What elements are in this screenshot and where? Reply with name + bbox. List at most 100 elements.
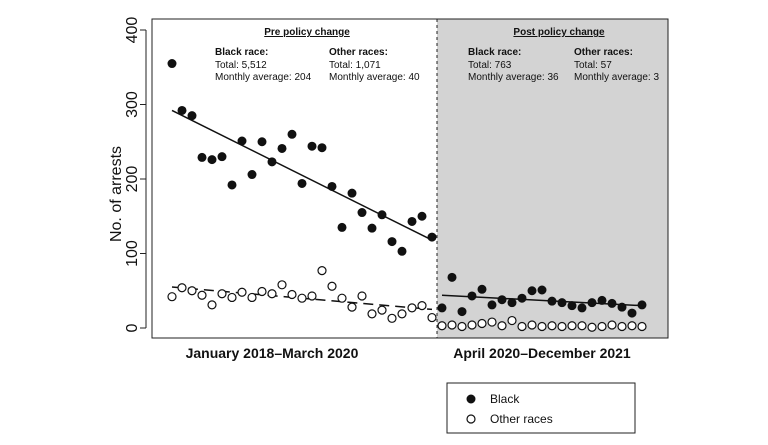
y-axis: 0 100 200 300 400	[124, 17, 147, 332]
point-other-races	[367, 309, 377, 319]
point-black	[537, 285, 547, 295]
point-black	[227, 180, 237, 190]
point-black	[217, 152, 227, 162]
post-other-total: Total: 57	[574, 60, 612, 71]
legend-label-other: Other races	[490, 412, 553, 426]
point-black	[187, 111, 197, 121]
point-other-races	[627, 321, 637, 331]
point-other-races	[357, 291, 367, 301]
point-other-races	[547, 321, 557, 331]
point-other-races	[207, 300, 217, 310]
point-black	[447, 272, 457, 282]
post-period-label: April 2020–December 2021	[453, 345, 631, 361]
point-other-races	[297, 293, 307, 303]
point-other-races	[427, 312, 437, 323]
point-other-races	[507, 315, 517, 326]
data-points	[167, 59, 647, 332]
post-black-total: Total: 763	[468, 60, 512, 71]
trend-line-black-pre	[171, 109, 433, 241]
point-black	[637, 300, 647, 310]
point-black	[627, 308, 637, 318]
point-black	[297, 178, 307, 188]
point-other-races	[177, 283, 187, 293]
point-other-races	[517, 321, 527, 332]
point-black	[177, 105, 187, 115]
point-black	[567, 301, 577, 311]
point-other-races	[637, 321, 647, 332]
point-other-races	[397, 309, 407, 319]
point-other-races	[347, 302, 357, 312]
point-other-races	[537, 321, 547, 332]
point-other-races	[247, 292, 257, 303]
point-other-races	[277, 280, 287, 290]
point-black	[257, 137, 267, 147]
point-black	[237, 136, 247, 146]
post-black-average: Monthly average: 36	[468, 72, 559, 83]
post-black-head: Black race:	[468, 47, 521, 58]
point-black	[427, 232, 437, 242]
point-black	[367, 223, 377, 233]
point-other-races	[167, 292, 177, 302]
post-other-average: Monthly average: 3	[574, 72, 659, 83]
point-black	[277, 143, 287, 153]
plot-frame	[151, 18, 669, 339]
point-black	[507, 298, 517, 308]
legend: Black Other races	[446, 382, 636, 434]
point-black	[417, 211, 427, 221]
pre-black-average: Monthly average: 204	[215, 72, 312, 83]
point-other-races	[327, 281, 337, 291]
pre-other-total: Total: 1,071	[329, 60, 381, 71]
point-other-races	[597, 321, 607, 332]
point-other-races	[557, 321, 567, 332]
point-other-races	[567, 321, 577, 331]
point-other-races	[337, 293, 347, 303]
point-black	[197, 152, 207, 162]
point-black	[587, 298, 597, 308]
legend-label-black: Black	[490, 392, 520, 406]
pre-period-label: January 2018–March 2020	[186, 345, 359, 361]
point-black	[527, 286, 537, 296]
point-black	[487, 300, 497, 310]
y-axis-title: No. of arrests	[108, 146, 125, 242]
point-other-races	[527, 320, 537, 330]
point-black	[307, 141, 317, 151]
point-other-races	[607, 320, 617, 330]
point-black	[407, 216, 417, 226]
point-other-races	[237, 287, 247, 297]
post-panel-title: Post policy change	[513, 27, 605, 38]
point-other-races	[227, 292, 237, 303]
point-black	[477, 284, 487, 294]
point-other-races	[417, 301, 427, 311]
point-other-races	[577, 321, 587, 331]
post-other-head: Other races:	[574, 47, 633, 58]
point-black	[547, 296, 557, 306]
y-tick-label: 100	[124, 240, 141, 267]
point-other-races	[257, 286, 267, 297]
point-black	[387, 237, 397, 247]
point-other-races	[407, 303, 417, 313]
pre-black-head: Black race:	[215, 47, 268, 58]
point-other-races	[377, 305, 387, 315]
point-black	[617, 302, 627, 312]
point-black	[287, 129, 297, 139]
pre-other-average: Monthly average: 40	[329, 72, 420, 83]
point-other-races	[447, 320, 457, 330]
point-black	[347, 188, 357, 198]
point-black	[437, 303, 447, 313]
point-black	[457, 307, 467, 317]
y-tick-label: 200	[124, 166, 141, 193]
point-black	[167, 59, 177, 69]
point-black	[207, 155, 217, 165]
point-black	[337, 222, 347, 232]
point-black	[247, 170, 257, 180]
point-other-races	[217, 289, 227, 299]
legend-marker-other	[466, 414, 476, 424]
point-other-races	[187, 286, 197, 296]
y-tick-label: 0	[124, 323, 141, 332]
pre-panel-title: Pre policy change	[264, 27, 350, 38]
point-black	[607, 298, 617, 308]
legend-box	[446, 382, 636, 434]
point-other-races	[287, 289, 297, 300]
point-black	[517, 293, 527, 303]
